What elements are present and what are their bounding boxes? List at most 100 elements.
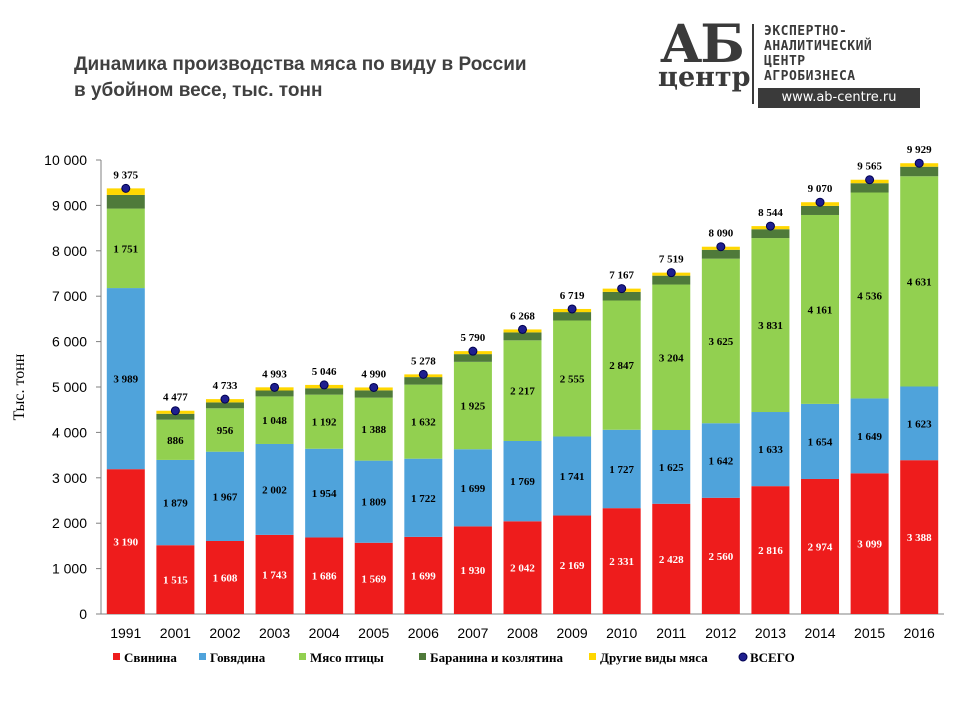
data-label: 1 649 bbox=[857, 431, 882, 443]
bar-segment-3 bbox=[255, 390, 294, 397]
data-label: 1 642 bbox=[708, 456, 733, 468]
bar-segment-1 bbox=[354, 460, 393, 543]
bar-segment-0 bbox=[453, 526, 492, 614]
data-label: 1 954 bbox=[312, 488, 337, 500]
total-marker bbox=[468, 346, 478, 356]
bar-segment-0 bbox=[156, 545, 195, 614]
total-marker bbox=[319, 380, 329, 390]
data-label: 3 831 bbox=[758, 320, 783, 332]
bar-segment-1 bbox=[602, 429, 641, 509]
bar-segment-3 bbox=[354, 390, 393, 398]
logo-text-line-3: ЦЕНТР bbox=[764, 54, 806, 69]
legend-label: Баранина и козлятина bbox=[430, 650, 564, 665]
total-label: 8 544 bbox=[758, 207, 783, 219]
x-tick-label: 2016 bbox=[904, 625, 935, 641]
data-label: 1 699 bbox=[461, 483, 486, 495]
y-tick-label: 9 000 bbox=[52, 197, 87, 213]
bar-segment-0 bbox=[255, 534, 294, 614]
bar-segment-2 bbox=[255, 396, 294, 444]
bar-segment-2 bbox=[156, 419, 195, 460]
bar-segment-0 bbox=[205, 540, 244, 614]
y-axis-title: Тыс. тонн bbox=[11, 353, 28, 420]
bar-segment-0 bbox=[354, 542, 393, 614]
bar-segment-3 bbox=[850, 183, 889, 193]
y-tick-label: 7 000 bbox=[52, 288, 87, 304]
y-tick-label: 6 000 bbox=[52, 334, 87, 350]
total-label: 7 519 bbox=[659, 254, 684, 266]
legend-label: Говядина bbox=[210, 650, 266, 665]
data-label: 1 388 bbox=[361, 424, 386, 436]
total-marker bbox=[716, 242, 726, 252]
bar-segment-2 bbox=[602, 300, 641, 430]
x-tick-label: 2004 bbox=[309, 625, 340, 641]
bar-segment-1 bbox=[801, 403, 840, 479]
bar-segment-0 bbox=[305, 537, 344, 614]
data-label: 3 388 bbox=[907, 532, 932, 544]
data-label: 1 623 bbox=[907, 418, 932, 430]
y-tick-label: 4 000 bbox=[52, 424, 87, 440]
bar-segment-1 bbox=[255, 443, 294, 535]
total-marker bbox=[220, 394, 230, 404]
bar-segment-1 bbox=[205, 451, 244, 541]
bar-segment-1 bbox=[305, 448, 344, 538]
x-tick-label: 2010 bbox=[606, 625, 637, 641]
x-tick-label: 2014 bbox=[804, 625, 835, 641]
total-label: 4 993 bbox=[262, 368, 287, 380]
data-label: 4 161 bbox=[808, 304, 833, 316]
data-label: 2 002 bbox=[262, 484, 287, 496]
data-label: 1 608 bbox=[213, 572, 238, 584]
bar-segment-2 bbox=[354, 397, 393, 461]
data-label: 2 816 bbox=[758, 545, 783, 557]
legend-swatch bbox=[113, 653, 120, 660]
data-label: 2 331 bbox=[609, 556, 634, 568]
data-label: 886 bbox=[167, 435, 184, 447]
total-label: 4 990 bbox=[361, 368, 386, 380]
x-tick-label: 2006 bbox=[408, 625, 439, 641]
data-label: 2 560 bbox=[708, 551, 733, 563]
bar-segment-2 bbox=[850, 192, 889, 399]
data-label: 1 632 bbox=[411, 417, 436, 429]
bar-segment-0 bbox=[503, 521, 542, 614]
bar-segment-1 bbox=[106, 288, 145, 470]
total-label: 8 090 bbox=[708, 228, 733, 240]
logo-mark: АБ bbox=[660, 14, 745, 75]
data-label: 2 217 bbox=[510, 386, 535, 398]
bar-segment-3 bbox=[305, 388, 344, 395]
total-marker bbox=[170, 406, 180, 416]
data-label: 1 769 bbox=[510, 476, 535, 488]
total-label: 9 070 bbox=[808, 183, 833, 195]
bar-segment-3 bbox=[900, 166, 939, 177]
data-label: 3 625 bbox=[708, 336, 733, 348]
bar-segment-3 bbox=[205, 402, 244, 409]
bar-segment-0 bbox=[751, 486, 790, 614]
logo-mark-sub: центр bbox=[658, 62, 751, 93]
bar-segment-2 bbox=[205, 408, 244, 452]
data-label: 1 967 bbox=[213, 491, 238, 503]
data-label: 1 930 bbox=[461, 565, 486, 577]
data-label: 2 169 bbox=[560, 560, 585, 572]
total-label: 9 565 bbox=[857, 161, 882, 173]
bar-segment-2 bbox=[453, 361, 492, 450]
x-tick-label: 2008 bbox=[507, 625, 538, 641]
total-label: 4 477 bbox=[163, 392, 188, 404]
title-line-2: в убойном весе, тыс. тонн bbox=[74, 80, 323, 101]
data-label: 4 631 bbox=[907, 276, 932, 288]
total-label: 5 790 bbox=[461, 332, 486, 344]
logo-text-line-4: АГРОБИЗНЕСА bbox=[764, 69, 856, 84]
x-tick-label: 2003 bbox=[259, 625, 290, 641]
total-marker bbox=[418, 369, 428, 379]
legend-label: Мясо птицы bbox=[310, 650, 384, 665]
total-label: 9 375 bbox=[113, 169, 138, 181]
bar-segment-1 bbox=[900, 386, 939, 461]
data-label: 2 428 bbox=[659, 554, 684, 566]
bar-segment-3 bbox=[503, 332, 542, 341]
bar-segment-1 bbox=[751, 412, 790, 487]
legend-swatch bbox=[199, 653, 206, 660]
bar-segment-1 bbox=[850, 398, 889, 474]
legend-swatch bbox=[299, 653, 306, 660]
bar-segment-0 bbox=[553, 515, 592, 614]
bar-segment-1 bbox=[652, 429, 691, 504]
bar-segment-3 bbox=[453, 354, 492, 362]
data-label: 1 048 bbox=[262, 415, 287, 427]
bar-segment-2 bbox=[404, 384, 443, 459]
